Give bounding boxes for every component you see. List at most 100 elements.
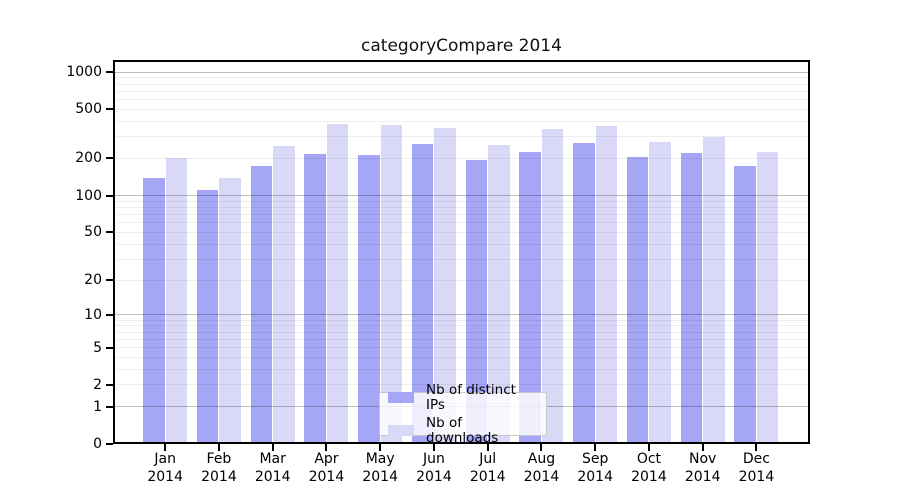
bar-distinct-ips-may: [358, 155, 380, 444]
legend-swatch-distinct-ips: [388, 392, 414, 403]
gridline-minor-30: [113, 258, 810, 260]
x-tick-label-aug: Aug 2014: [523, 451, 560, 485]
bar-distinct-ips-feb: [196, 189, 219, 444]
gridline-minor-8: [113, 325, 810, 327]
x-tick-nov: [701, 444, 704, 451]
bar-distinct-ips-dec: [734, 165, 756, 444]
bar-distinct-ips-mar: [250, 165, 273, 444]
bar-distinct-ips-sep: [573, 143, 595, 444]
bar-downloads-sep: [595, 126, 618, 444]
y-tick-label-1: 1: [93, 398, 102, 415]
x-tick-feb: [217, 444, 220, 451]
gridline-minor-500: [113, 108, 810, 110]
bar-distinct-ips-aug: [519, 151, 541, 444]
gridline-minor-90: [113, 200, 810, 202]
x-tick-label-jul: Jul 2014: [469, 451, 506, 485]
legend-item-distinct-ips: Nb of distinct IPs: [388, 381, 538, 413]
bar-downloads-oct: [649, 141, 671, 444]
gridline-minor-400: [113, 120, 810, 122]
gridline-minor-7: [113, 331, 810, 333]
gridline-minor-40: [113, 243, 810, 245]
gridline-minor-600: [113, 98, 810, 100]
gridline-minor-60: [113, 222, 810, 224]
y-tick-20: [106, 279, 113, 282]
gridline-minor-6: [113, 338, 810, 340]
bar-downloads-nov: [703, 136, 725, 444]
gridline-minor-300: [113, 136, 810, 138]
y-tick-1: [106, 405, 113, 408]
y-tick-label-1000: 1000: [66, 64, 102, 80]
chart-title: categoryCompare 2014: [361, 36, 562, 56]
gridline-minor-70: [113, 213, 810, 215]
gridline-minor-5: [113, 347, 810, 349]
gridline-minor-4: [113, 356, 810, 358]
y-tick-label-5: 5: [93, 339, 102, 356]
y-tick-label-2: 2: [93, 376, 102, 393]
y-tick-2: [106, 383, 113, 386]
x-tick-label-jan: Jan 2014: [147, 451, 183, 485]
y-tick-label-20: 20: [84, 272, 102, 289]
x-tick-aug: [540, 444, 543, 451]
gridline-minor-3: [113, 368, 810, 370]
bar-distinct-ips-jun: [411, 143, 434, 444]
y-tick-label-0: 0: [93, 436, 102, 452]
x-tick-apr: [325, 444, 328, 451]
y-tick-label-50: 50: [84, 224, 102, 241]
bar-downloads-mar: [273, 146, 295, 444]
gridline-minor-2: [113, 384, 810, 386]
bar-distinct-ips-jul: [465, 160, 488, 444]
bar-downloads-jan: [165, 158, 188, 444]
x-tick-mar: [271, 444, 274, 451]
gridline-major-1000: [113, 71, 810, 73]
y-tick-1000: [106, 71, 113, 73]
bar-distinct-ips-nov: [680, 153, 703, 444]
x-tick-label-jun: Jun 2014: [416, 451, 452, 485]
x-tick-jul: [486, 444, 489, 451]
y-tick-200: [106, 157, 113, 160]
legend-label-distinct-ips: Nb of distinct IPs: [426, 381, 516, 413]
gridline-minor-80: [113, 206, 810, 208]
gridline-minor-9: [113, 319, 810, 321]
x-tick-label-nov: Nov 2014: [684, 451, 721, 485]
x-tick-may: [379, 444, 382, 451]
x-tick-label-mar: Mar 2014: [254, 451, 291, 485]
bar-downloads-jun: [434, 128, 456, 444]
legend-item-downloads: Nb of downloads: [388, 414, 538, 446]
y-tick-label-500: 500: [75, 101, 102, 118]
y-tick-label-200: 200: [75, 150, 102, 167]
gridline-minor-900: [113, 77, 810, 79]
gridline-major-10: [113, 314, 810, 316]
x-tick-label-oct: Oct 2014: [631, 451, 667, 485]
x-tick-label-feb: Feb 2014: [201, 451, 237, 485]
plot-area: [113, 60, 810, 444]
gridline-minor-20: [113, 279, 810, 281]
legend-label-downloads: Nb of downloads: [426, 414, 499, 446]
bar-downloads-apr: [326, 123, 349, 444]
bar-downloads-dec: [756, 152, 779, 444]
gridline-minor-200: [113, 157, 810, 159]
gridline-minor-800: [113, 83, 810, 85]
x-tick-dec: [755, 444, 758, 451]
legend: Nb of distinct IPs Nb of downloads: [379, 382, 547, 445]
y-tick-100: [106, 194, 113, 197]
gridline-major-100: [113, 195, 810, 196]
bar-downloads-aug: [541, 129, 564, 444]
x-tick-label-dec: Dec 2014: [738, 451, 775, 485]
y-tick-label-100: 100: [75, 187, 102, 204]
x-tick-label-sep: Sep 2014: [577, 451, 613, 485]
y-tick-label-10: 10: [84, 306, 102, 323]
y-tick-0: [106, 443, 113, 445]
bar-downloads-may: [380, 125, 403, 444]
bar-distinct-ips-jan: [143, 177, 165, 444]
x-tick-label-apr: Apr 2014: [308, 451, 345, 485]
bar-downloads-jul: [488, 144, 510, 444]
x-tick-label-may: May 2014: [362, 451, 398, 485]
x-tick-oct: [647, 444, 650, 451]
x-tick-jan: [164, 444, 167, 451]
gridline-minor-50: [113, 231, 810, 233]
x-tick-sep: [594, 444, 597, 451]
legend-swatch-downloads: [388, 425, 414, 436]
y-tick-5: [106, 346, 113, 349]
y-tick-500: [106, 108, 113, 111]
